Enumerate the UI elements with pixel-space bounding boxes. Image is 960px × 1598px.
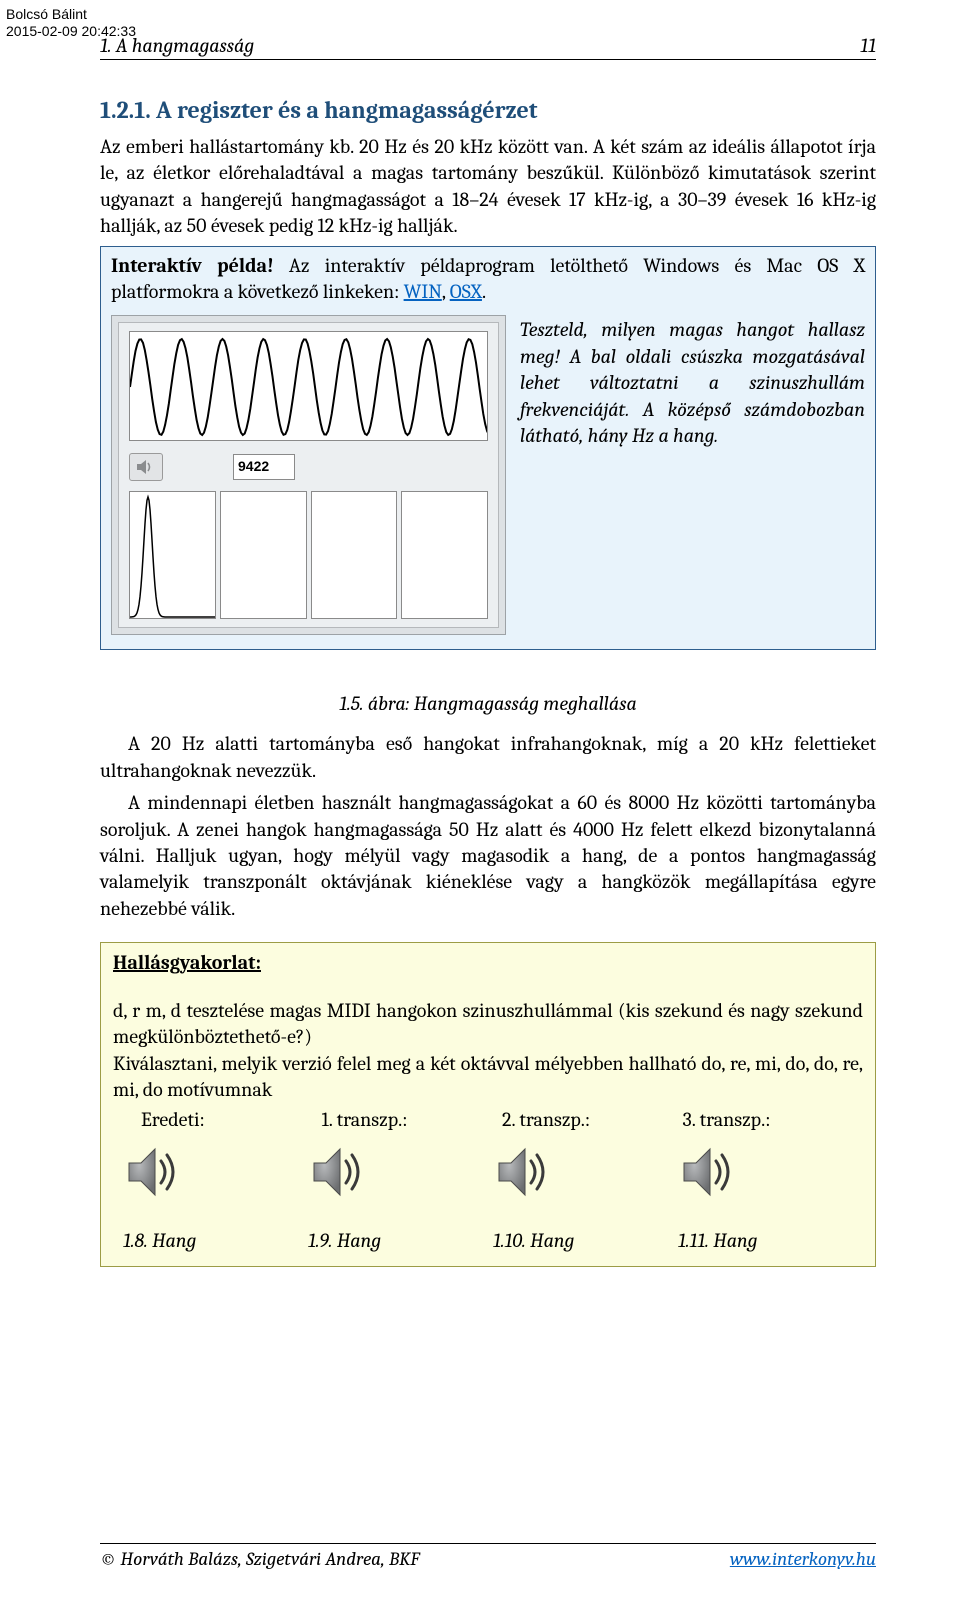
spectrum-peak bbox=[130, 492, 216, 619]
link-win[interactable]: WIN bbox=[404, 280, 442, 303]
speaker-icon bbox=[123, 1141, 185, 1203]
page: Bolcsó Bálint 2015-02-09 20:42:33 1. A h… bbox=[0, 0, 960, 1598]
audio-captions: 1.8. Hang 1.9. Hang 1.10. Hang 1.11. Han… bbox=[113, 1229, 863, 1252]
watermark-name: Bolcsó Bálint bbox=[6, 6, 136, 23]
hang-1: 1.8. Hang bbox=[123, 1229, 308, 1252]
link-osx[interactable]: OSX bbox=[450, 280, 482, 303]
example-row: 9422 Teszteld, milyen magas hangot hal bbox=[111, 315, 865, 635]
spectrum-cell-3 bbox=[311, 491, 398, 619]
practice-text: d, r m, d tesztelése magas MIDI hangokon… bbox=[113, 998, 863, 1104]
speaker-icon bbox=[678, 1141, 740, 1203]
col-transzp-3: 3. transzp.: bbox=[683, 1108, 864, 1131]
controls-row: 9422 bbox=[129, 451, 488, 483]
running-head: 1. A hangmagasság 11 bbox=[100, 34, 876, 60]
hang-3: 1.10. Hang bbox=[493, 1229, 678, 1252]
section-title: 1.2.1. A regiszter és a hangmagasságérze… bbox=[100, 96, 876, 124]
interactive-example-box: Interaktív példa! Az interaktív példapro… bbox=[100, 246, 876, 651]
hang-2: 1.9. Hang bbox=[308, 1229, 493, 1252]
speaker-icon bbox=[493, 1141, 555, 1203]
hang-4: 1.11. Hang bbox=[678, 1229, 863, 1252]
content: 1.2.1. A regiszter és a hangmagasságérze… bbox=[0, 60, 960, 1267]
spectrum-cell-4 bbox=[401, 491, 488, 619]
speaker-icon bbox=[136, 458, 156, 476]
spectrum-cell-2 bbox=[220, 491, 307, 619]
col-transzp-1: 1. transzp.: bbox=[322, 1108, 503, 1131]
frequency-input[interactable]: 9422 bbox=[233, 454, 295, 480]
app-panel: 9422 bbox=[111, 315, 506, 635]
header: 1. A hangmagasság 11 bbox=[0, 0, 960, 60]
paragraph-3: A mindennapi életben használt hangmagass… bbox=[100, 790, 876, 922]
col-transzp-2: 2. transzp.: bbox=[502, 1108, 683, 1131]
example-description: Teszteld, milyen magas hangot hallasz me… bbox=[520, 315, 865, 449]
sine-wave bbox=[130, 332, 488, 441]
speaker-icons-row bbox=[113, 1141, 863, 1207]
practice-box: Hallásgyakorlat: d, r m, d tesztelése ma… bbox=[100, 942, 876, 1267]
footer-link[interactable]: www.interkonyv.hu bbox=[730, 1548, 876, 1570]
play-audio-2[interactable] bbox=[308, 1141, 370, 1203]
footer-copyright: © Horváth Balázs, Szigetvári Andrea, BKF bbox=[100, 1548, 420, 1570]
example-header-text: Interaktív példa! Az interaktív példapro… bbox=[111, 253, 865, 306]
play-audio-4[interactable] bbox=[678, 1141, 740, 1203]
speaker-icon bbox=[308, 1141, 370, 1203]
page-number: 11 bbox=[860, 34, 876, 57]
watermark-timestamp: 2015-02-09 20:42:33 bbox=[6, 23, 136, 40]
play-audio-1[interactable] bbox=[123, 1141, 185, 1203]
spectrum-row bbox=[129, 491, 488, 619]
paragraph-1: Az emberi hallástartomány kb. 20 Hz és 2… bbox=[100, 134, 876, 240]
play-audio-3[interactable] bbox=[493, 1141, 555, 1203]
watermark: Bolcsó Bálint 2015-02-09 20:42:33 bbox=[6, 6, 136, 40]
play-sound-button[interactable] bbox=[129, 453, 163, 481]
transposition-labels: Eredeti: 1. transzp.: 2. transzp.: 3. tr… bbox=[113, 1108, 863, 1131]
practice-title: Hallásgyakorlat: bbox=[113, 951, 863, 974]
col-eredeti: Eredeti: bbox=[141, 1108, 322, 1131]
footer: © Horváth Balázs, Szigetvári Andrea, BKF… bbox=[100, 1543, 876, 1570]
app-inner: 9422 bbox=[118, 322, 499, 628]
paragraph-2: A 20 Hz alatti tartományba eső hangokat … bbox=[100, 731, 876, 784]
waveform-display bbox=[129, 331, 488, 441]
example-label-bold: Interaktív példa! bbox=[111, 254, 274, 277]
figure-caption: 1.5. ábra: Hangmagasság meghallása bbox=[100, 692, 876, 715]
spectrum-cell-1 bbox=[129, 491, 216, 619]
